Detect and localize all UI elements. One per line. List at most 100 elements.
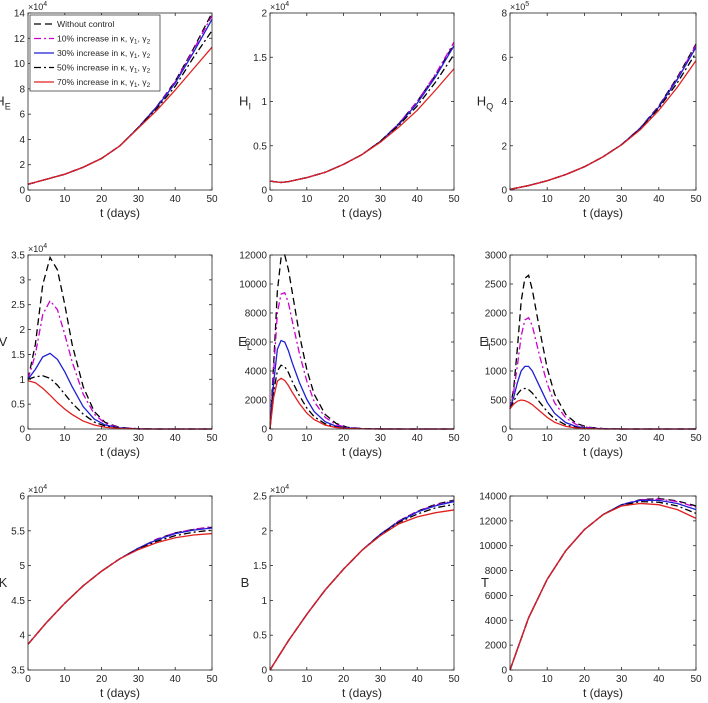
- axes-box: [269, 12, 455, 191]
- y-tick-label: 2: [261, 526, 267, 537]
- panel-K: 0 10 20 30 40 50 3.5 4 4.5 5 5.5 6×104 t (days) K: [0, 484, 218, 700]
- y-tick-label: 2.5: [11, 300, 25, 311]
- x-tick-label: 10: [301, 674, 313, 685]
- y-axis-label: V: [0, 334, 8, 349]
- series-line-3: [27, 527, 213, 645]
- y-tick-label: 8: [19, 84, 25, 95]
- y-tick-label: 0: [19, 186, 25, 197]
- y-axis-label: HQ: [477, 94, 493, 112]
- y-tick-label: 3: [19, 275, 25, 286]
- series-line-4: [269, 503, 455, 671]
- y-tick-label: 14: [14, 9, 26, 20]
- y-tick-label: 0: [501, 425, 507, 436]
- series-group: [269, 41, 455, 184]
- y-tick-label: 10: [14, 59, 26, 70]
- series-group: [269, 253, 454, 430]
- axis-exponent: ×104: [28, 1, 47, 12]
- x-tick-label: 40: [653, 194, 665, 205]
- y-tick-label: 500: [490, 396, 507, 407]
- x-tick-label: 10: [542, 674, 554, 685]
- y-tick-label: 12000: [239, 251, 267, 262]
- x-tick-label: 10: [542, 194, 554, 205]
- x-tick-label: 30: [375, 674, 387, 685]
- legend-label-4: 50% increase in κ, γ1, γ2: [57, 63, 151, 75]
- x-tick-label: 40: [170, 194, 182, 205]
- x-tick-label: 50: [206, 433, 218, 444]
- axis-exponent: ×104: [270, 1, 289, 12]
- axes-box: [27, 12, 213, 191]
- y-tick-label: 2.5: [253, 492, 267, 503]
- y-tick-label: 2: [19, 160, 25, 171]
- y-tick-label: 2: [261, 9, 267, 20]
- y-tick-label: 4: [19, 135, 25, 146]
- series-line-5: [27, 46, 213, 185]
- x-tick-label: 30: [375, 194, 387, 205]
- x-tick-label: 30: [133, 194, 145, 205]
- x-axis-label: t (days): [100, 206, 140, 220]
- axes-box: [269, 495, 455, 671]
- x-tick-label: 40: [170, 674, 182, 685]
- panel-V: 0 10 20 30 40 50 0 0.5 1 1.5 2 2.5 3 3.5×104 t (days) V: [0, 243, 218, 459]
- series-line-4: [269, 54, 455, 184]
- series-line-1: [269, 499, 455, 671]
- axes-box: [269, 254, 455, 430]
- axis-exponent: ×104: [28, 484, 47, 495]
- y-tick-label: 10000: [239, 280, 267, 291]
- series-line-3: [509, 499, 697, 671]
- x-tick-label: 50: [206, 194, 218, 205]
- x-tick-label: 30: [616, 433, 628, 444]
- y-tick-label: 4: [19, 631, 25, 642]
- y-axis-label: HI: [239, 94, 251, 112]
- x-tick-label: 50: [448, 433, 460, 444]
- y-tick-label: 2500: [485, 280, 508, 291]
- x-tick-label: 30: [616, 674, 628, 685]
- series-line-4: [509, 52, 697, 190]
- series-line-5: [509, 60, 697, 190]
- series-line-5: [509, 399, 696, 430]
- series-line-4: [509, 500, 697, 671]
- series-group: [509, 497, 697, 671]
- x-tick-label: 0: [507, 674, 513, 685]
- x-tick-label: 20: [579, 674, 591, 685]
- y-tick-label: 0.5: [253, 631, 267, 642]
- y-tick-label: 8000: [485, 566, 508, 577]
- y-tick-label: 4.5: [11, 596, 25, 607]
- y-tick-label: 3.5: [11, 251, 25, 262]
- series-line-3: [509, 365, 696, 430]
- x-tick-label: 50: [206, 674, 218, 685]
- x-axis-label: t (days): [342, 206, 382, 220]
- y-tick-label: 0.5: [253, 141, 267, 152]
- x-tick-label: 0: [507, 194, 513, 205]
- x-axis-label: t (days): [583, 206, 623, 220]
- x-tick-label: 0: [25, 194, 31, 205]
- y-tick-label: 12000: [479, 516, 507, 527]
- axis-exponent: ×104: [270, 484, 289, 495]
- series-line-1: [269, 43, 455, 184]
- series-line-4: [269, 364, 454, 430]
- y-tick-label: 1000: [485, 367, 508, 378]
- axes-box: [509, 254, 697, 430]
- axes-box: [509, 495, 697, 671]
- series-line-3: [269, 500, 455, 671]
- series-line-1: [27, 255, 212, 430]
- x-tick-label: 30: [133, 674, 145, 685]
- x-tick-label: 40: [653, 674, 665, 685]
- x-tick-label: 0: [267, 433, 273, 444]
- series-line-2: [27, 299, 212, 430]
- series-line-3: [269, 339, 454, 430]
- series-line-3: [269, 45, 455, 184]
- y-tick-label: 1.5: [253, 561, 267, 572]
- series-line-5: [27, 532, 213, 645]
- series-line-2: [269, 291, 454, 430]
- axis-exponent: ×104: [28, 243, 47, 254]
- series-line-1: [269, 253, 454, 430]
- x-tick-label: 20: [338, 194, 350, 205]
- series-group: [509, 274, 696, 430]
- series-line-1: [27, 526, 213, 645]
- legend: Without control 10% increase in κ, γ1, γ2…: [29, 14, 161, 92]
- series-line-1: [509, 497, 697, 671]
- panel-EL: 0 10 20 30 40 50 0 2000 4000 6000 8000 10000 12000 t …: [238, 251, 460, 460]
- series-line-1: [509, 43, 697, 190]
- series-line-2: [509, 498, 697, 671]
